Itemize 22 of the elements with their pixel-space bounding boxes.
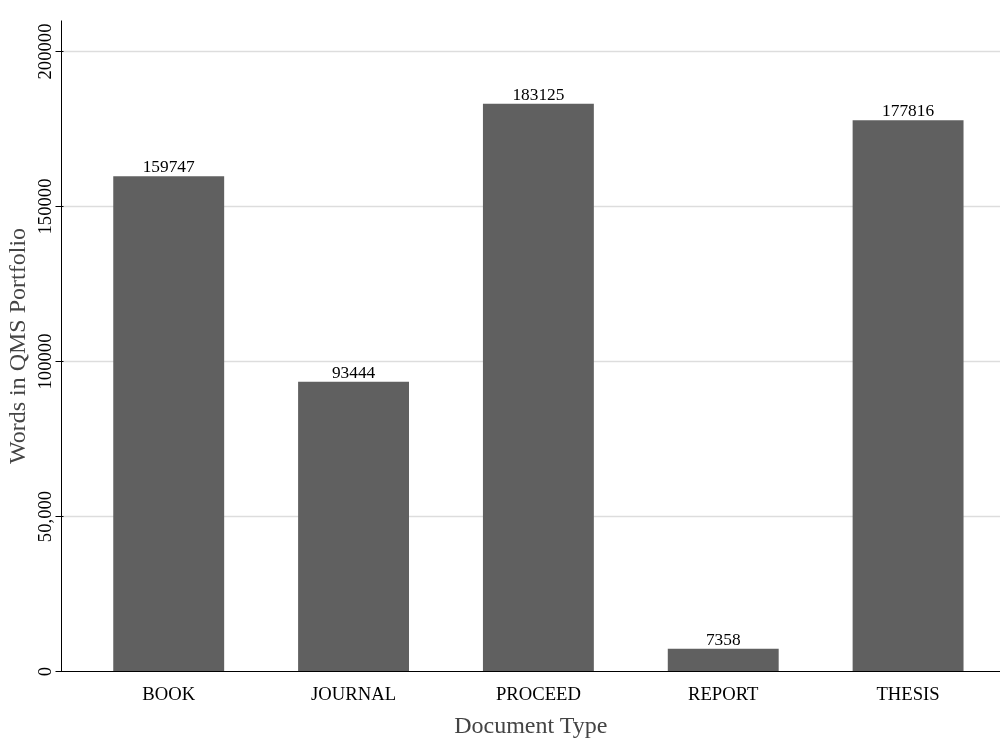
x-tick-label: JOURNAL (311, 682, 397, 704)
bar (852, 120, 964, 672)
bar (667, 648, 779, 672)
y-tick-label: 100000 (33, 333, 55, 390)
data-label: 177816 (882, 101, 935, 121)
bar (298, 381, 409, 672)
y-tick-label: 200000 (33, 23, 55, 80)
bar (482, 103, 594, 672)
data-label: 159747 (142, 157, 196, 177)
data-label: 7358 (705, 629, 741, 649)
bar (113, 176, 225, 672)
x-tick-label: PROCEED (495, 682, 581, 704)
x-tick-label: BOOK (142, 682, 196, 704)
data-label: 183125 (512, 84, 565, 104)
data-label: 93444 (331, 362, 376, 382)
y-tick-label: 0 (33, 666, 55, 677)
x-tick-label: THESIS (876, 682, 940, 704)
y-axis-title: Words in QMS Portfolio (3, 227, 30, 465)
x-tick-label: REPORT (688, 682, 760, 704)
y-tick-label: 50,000 (33, 490, 55, 543)
x-axis-title: Document Type (454, 711, 608, 738)
y-tick-label: 150000 (33, 178, 55, 235)
